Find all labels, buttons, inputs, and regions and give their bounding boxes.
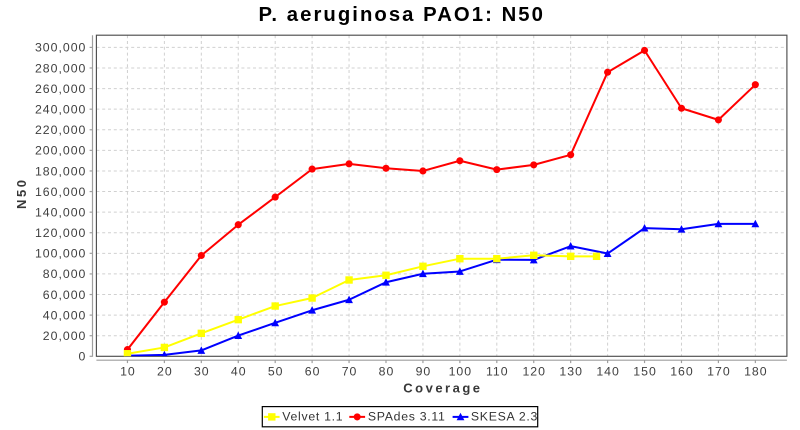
svg-text:170: 170 bbox=[707, 365, 731, 379]
svg-text:100,000: 100,000 bbox=[35, 247, 86, 261]
svg-text:300,000: 300,000 bbox=[35, 41, 86, 55]
svg-text:70: 70 bbox=[342, 365, 358, 379]
svg-text:40,000: 40,000 bbox=[43, 308, 87, 322]
svg-text:Velvet 1.1: Velvet 1.1 bbox=[282, 409, 343, 423]
svg-text:130: 130 bbox=[559, 365, 583, 379]
svg-text:150: 150 bbox=[633, 365, 657, 379]
svg-text:280,000: 280,000 bbox=[35, 61, 86, 75]
svg-text:120: 120 bbox=[522, 365, 546, 379]
svg-text:N50: N50 bbox=[14, 177, 29, 209]
svg-text:180,000: 180,000 bbox=[35, 164, 86, 178]
svg-text:SPAdes 3.11: SPAdes 3.11 bbox=[368, 409, 446, 423]
svg-text:90: 90 bbox=[416, 365, 432, 379]
svg-text:20,000: 20,000 bbox=[43, 329, 87, 343]
svg-text:80: 80 bbox=[379, 365, 395, 379]
svg-text:P. aeruginosa PAO1: N50: P. aeruginosa PAO1: N50 bbox=[258, 4, 544, 26]
svg-text:260,000: 260,000 bbox=[35, 82, 86, 96]
svg-text:10: 10 bbox=[120, 365, 136, 379]
svg-text:60: 60 bbox=[305, 365, 321, 379]
svg-text:0: 0 bbox=[79, 350, 87, 364]
svg-text:140,000: 140,000 bbox=[35, 205, 86, 219]
svg-text:50: 50 bbox=[268, 365, 284, 379]
svg-text:220,000: 220,000 bbox=[35, 123, 86, 137]
svg-text:80,000: 80,000 bbox=[43, 267, 87, 281]
svg-text:110: 110 bbox=[486, 365, 509, 379]
svg-text:120,000: 120,000 bbox=[35, 226, 86, 240]
svg-text:100: 100 bbox=[449, 365, 473, 379]
svg-text:60,000: 60,000 bbox=[43, 288, 87, 302]
svg-text:Coverage: Coverage bbox=[403, 381, 482, 396]
svg-text:140: 140 bbox=[596, 365, 620, 379]
svg-text:160: 160 bbox=[670, 365, 694, 379]
svg-text:40: 40 bbox=[231, 365, 247, 379]
svg-text:20: 20 bbox=[157, 365, 173, 379]
svg-text:SKESA 2.3: SKESA 2.3 bbox=[471, 409, 538, 423]
svg-text:240,000: 240,000 bbox=[35, 102, 86, 116]
svg-text:200,000: 200,000 bbox=[35, 144, 86, 158]
svg-text:180: 180 bbox=[744, 365, 768, 379]
svg-text:30: 30 bbox=[194, 365, 210, 379]
svg-text:160,000: 160,000 bbox=[35, 185, 86, 199]
